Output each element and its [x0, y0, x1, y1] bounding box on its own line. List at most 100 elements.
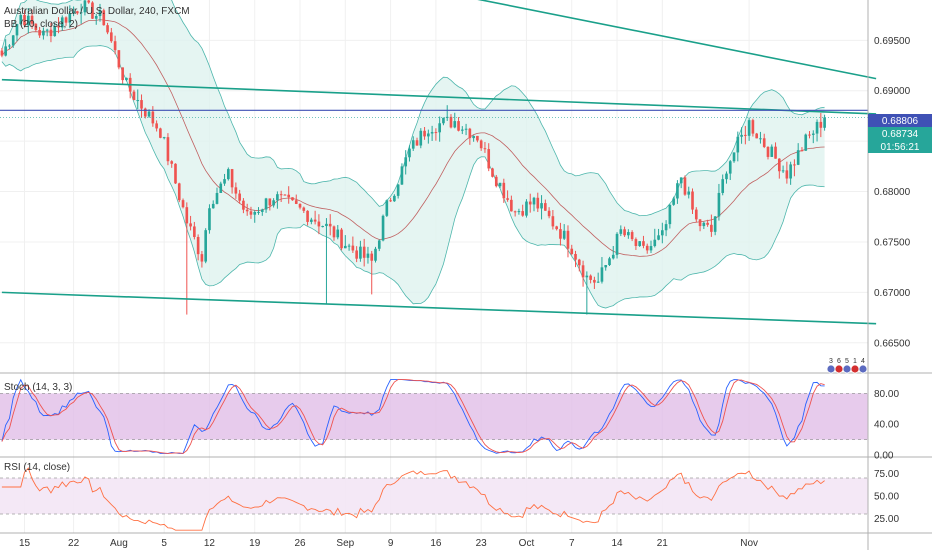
candle-body: [502, 182, 506, 199]
candle-body: [68, 13, 72, 23]
candle-body: [744, 134, 747, 136]
candle-body: [362, 246, 366, 258]
bb-indicator-label: BB (20, close, 2): [4, 19, 78, 30]
stoch-tick-label: 0.00: [874, 451, 894, 462]
candle-body: [204, 230, 207, 262]
candle-body: [294, 200, 298, 204]
candle-body: [0, 50, 4, 56]
candle-body: [279, 194, 283, 196]
candle-body: [310, 219, 313, 222]
rsi-band: [0, 478, 868, 514]
candle-body: [759, 138, 762, 140]
event-count: 6: [837, 358, 841, 365]
event-flag-icon: [842, 364, 852, 374]
time-tick-label: 26: [294, 538, 306, 549]
candle-body: [200, 254, 204, 262]
candle-body: [479, 140, 483, 149]
candle-body: [532, 197, 536, 205]
time-tick-label: 14: [611, 538, 623, 549]
candle-body: [170, 161, 174, 164]
price-tick-label: 0.69500: [874, 36, 911, 47]
candle-body: [577, 259, 581, 266]
candle-body: [604, 265, 608, 268]
candle-body: [208, 208, 211, 231]
candle-body: [800, 150, 804, 152]
candle-body: [19, 15, 23, 25]
stoch-band: [0, 393, 868, 440]
candle-body: [381, 215, 385, 241]
candle-body: [76, 11, 79, 14]
candle-body: [649, 246, 653, 251]
candle-body: [521, 211, 525, 216]
candle-body: [223, 179, 226, 184]
event-flag-icon: [826, 364, 836, 374]
candle-body: [747, 120, 751, 136]
candle-body: [298, 203, 302, 208]
candle-body: [336, 229, 340, 238]
candle-body: [94, 16, 98, 19]
candle-body: [434, 132, 438, 134]
trendline: [477, 0, 877, 80]
candle-body: [611, 254, 615, 259]
candle-body: [494, 176, 498, 187]
candle-body: [355, 250, 358, 259]
rsi-line: [1, 467, 825, 531]
candle-body: [45, 29, 49, 31]
candle-body: [26, 15, 30, 26]
candle-body: [683, 177, 687, 195]
time-tick-label: Sep: [336, 538, 354, 549]
candle-body: [464, 128, 468, 130]
candle-body: [657, 235, 660, 240]
candle-body: [574, 253, 577, 260]
candle-body: [536, 197, 540, 209]
candle-body: [627, 232, 630, 236]
candle-body: [562, 230, 566, 239]
candle-body: [698, 219, 702, 227]
stoch-tick-label: 80.00: [874, 389, 899, 400]
candle-body: [159, 128, 162, 138]
candle-body: [472, 135, 475, 139]
event-flag-icon: [850, 364, 860, 374]
candle-body: [38, 30, 41, 36]
candle-body: [253, 211, 257, 215]
candle-body: [189, 223, 192, 227]
candle-body: [762, 138, 766, 147]
candle-body: [755, 133, 758, 139]
candle-body: [442, 117, 445, 124]
time-tick-label: 7: [569, 538, 575, 549]
candle-body: [728, 161, 732, 174]
rsi-tick-label: 75.00: [874, 469, 899, 480]
candle-body: [4, 46, 7, 56]
candle-body: [544, 203, 547, 211]
candle-body: [193, 226, 196, 237]
candle-body: [725, 173, 728, 180]
candle-body: [642, 241, 645, 246]
symbol-title: Australian Dollar / U.S. Dollar, 240, FX…: [4, 6, 190, 17]
countdown-badge-text: 01:56:21: [881, 142, 920, 153]
candle-body: [121, 67, 124, 81]
candle-body: [8, 45, 11, 47]
candle-body: [510, 199, 513, 212]
candle-body: [245, 209, 249, 212]
candle-body: [525, 201, 528, 216]
candle-body: [117, 50, 121, 68]
candle-body: [147, 111, 151, 117]
bb-lower-band: [1, 45, 825, 309]
candle-body: [804, 134, 808, 151]
candle-body: [411, 140, 415, 149]
candle-body: [608, 258, 611, 266]
candle-body: [227, 169, 230, 180]
time-tick-label: 12: [204, 538, 216, 549]
candle-body: [196, 236, 200, 255]
candle-body: [661, 230, 664, 236]
candle-body: [30, 15, 34, 24]
candle-body: [630, 232, 634, 240]
candle-body: [638, 241, 641, 247]
candle-body: [260, 209, 264, 212]
candle-body: [400, 166, 404, 185]
candle-body: [706, 222, 709, 225]
candle-body: [687, 191, 691, 195]
candle-body: [404, 157, 408, 167]
